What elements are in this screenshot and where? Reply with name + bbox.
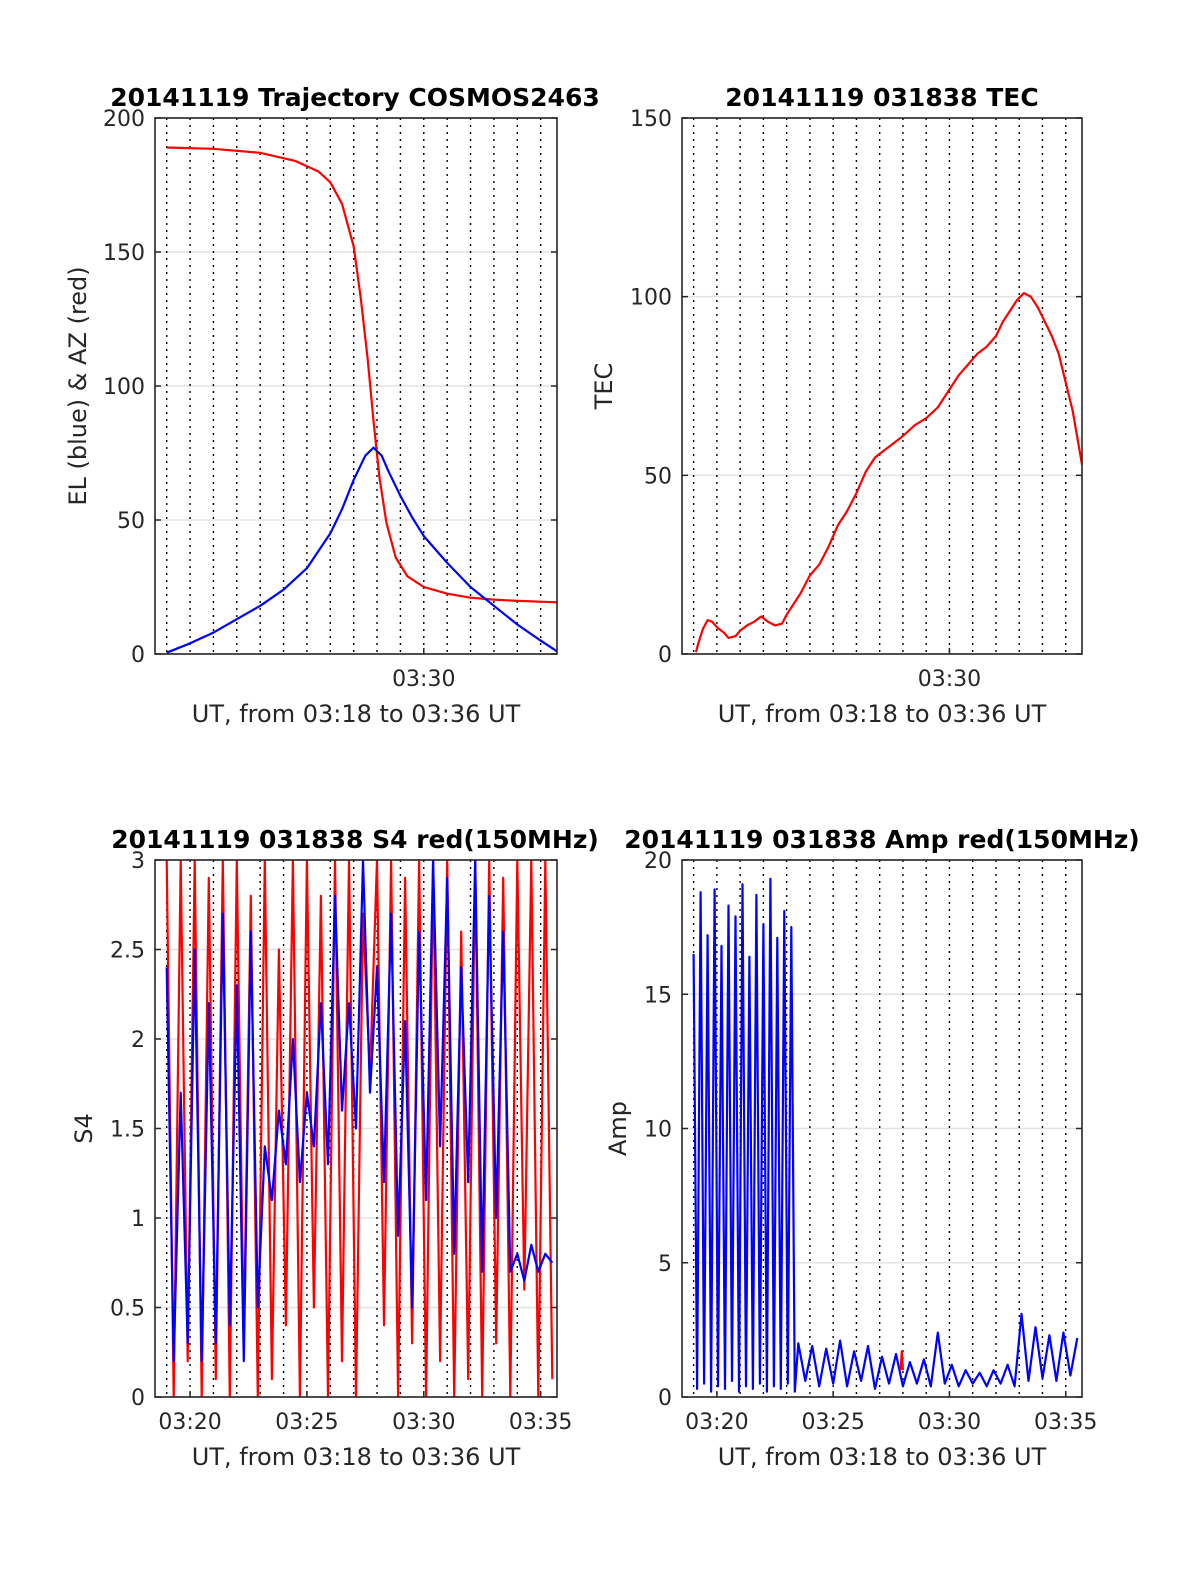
- y-axis-label: S4: [70, 1113, 98, 1144]
- series-line-blue: [692, 877, 1079, 1393]
- y-tick-label: 2.5: [110, 939, 145, 964]
- x-tick-label: 03:30: [392, 1410, 455, 1435]
- y-axis-label: TEC: [590, 363, 618, 411]
- amp-panel: 0 5 10 15 20 03:20 03:25 03:30 03:35 20141119 031…: [604, 825, 1140, 1471]
- series-line-blue: [165, 860, 554, 1363]
- y-tick-label: 0: [658, 643, 672, 668]
- x-tick-label: 03:30: [392, 667, 455, 692]
- y-tick-label: 100: [630, 286, 672, 311]
- y-tick-label: 5: [658, 1252, 672, 1277]
- series-line-az: [166, 146, 557, 604]
- y-tick-label: 150: [103, 241, 145, 266]
- y-tick-label: 200: [103, 107, 145, 132]
- s4-panel: 0 0.5 1 1.5 2 2.5 3 03:20 03:25 03:30 03:35 2014111…: [70, 825, 599, 1471]
- y-tick-label: 1.5: [110, 1118, 145, 1143]
- y-tick-label: 0: [658, 1386, 672, 1411]
- chart-title: 20141119 031838 Amp red(150MHz): [624, 825, 1140, 854]
- x-tick-label: 03:30: [918, 667, 981, 692]
- y-axis-label: Amp: [604, 1101, 632, 1156]
- series-line-el: [166, 446, 557, 654]
- series-line-tec: [694, 292, 1082, 653]
- x-tick-label: 03:30: [918, 1410, 981, 1435]
- y-tick-label: 100: [103, 375, 145, 400]
- y-tick-label: 1: [131, 1207, 145, 1232]
- x-tick-label: 03:25: [801, 1410, 864, 1435]
- x-axis-label: UT, from 03:18 to 03:36 UT: [718, 1443, 1047, 1471]
- y-tick-label: 3: [131, 849, 145, 874]
- x-tick-label: 03:25: [275, 1410, 338, 1435]
- chart-title: 20141119 031838 S4 red(150MHz): [111, 825, 599, 854]
- x-tick-label: 03:20: [685, 1410, 748, 1435]
- x-axis-label: UT, from 03:18 to 03:36 UT: [192, 1443, 521, 1471]
- y-tick-label: 2: [131, 1028, 145, 1053]
- plot-frame: [681, 117, 1083, 655]
- y-tick-label: 10: [644, 1118, 672, 1143]
- chart-title: 20141119 Trajectory COSMOS2463: [110, 83, 600, 112]
- chart-title: 20141119 031838 TEC: [725, 83, 1038, 112]
- y-tick-label: 50: [117, 509, 145, 534]
- x-axis-label: UT, from 03:18 to 03:36 UT: [718, 700, 1047, 728]
- y-tick-label: 0.5: [110, 1297, 145, 1322]
- y-tick-label: 150: [630, 107, 672, 132]
- y-axis-label: EL (blue) & AZ (red): [64, 266, 92, 505]
- x-tick-label: 03:35: [509, 1410, 572, 1435]
- series-line-red: [899, 1350, 904, 1371]
- y-tick-label: 50: [644, 464, 672, 489]
- trajectory-panel: 0 50 100 150 200 03:30 20141119 Trajectory COS…: [64, 83, 600, 728]
- tec-panel: 0 50 100 150 03:30 20141119 031838 TEC UT, fro…: [590, 83, 1083, 728]
- y-tick-label: 15: [644, 983, 672, 1008]
- y-tick-label: 0: [131, 643, 145, 668]
- y-tick-label: 0: [131, 1386, 145, 1411]
- x-tick-label: 03:20: [158, 1410, 221, 1435]
- x-tick-label: 03:35: [1034, 1410, 1097, 1435]
- y-tick-label: 20: [644, 849, 672, 874]
- x-axis-label: UT, from 03:18 to 03:36 UT: [192, 700, 521, 728]
